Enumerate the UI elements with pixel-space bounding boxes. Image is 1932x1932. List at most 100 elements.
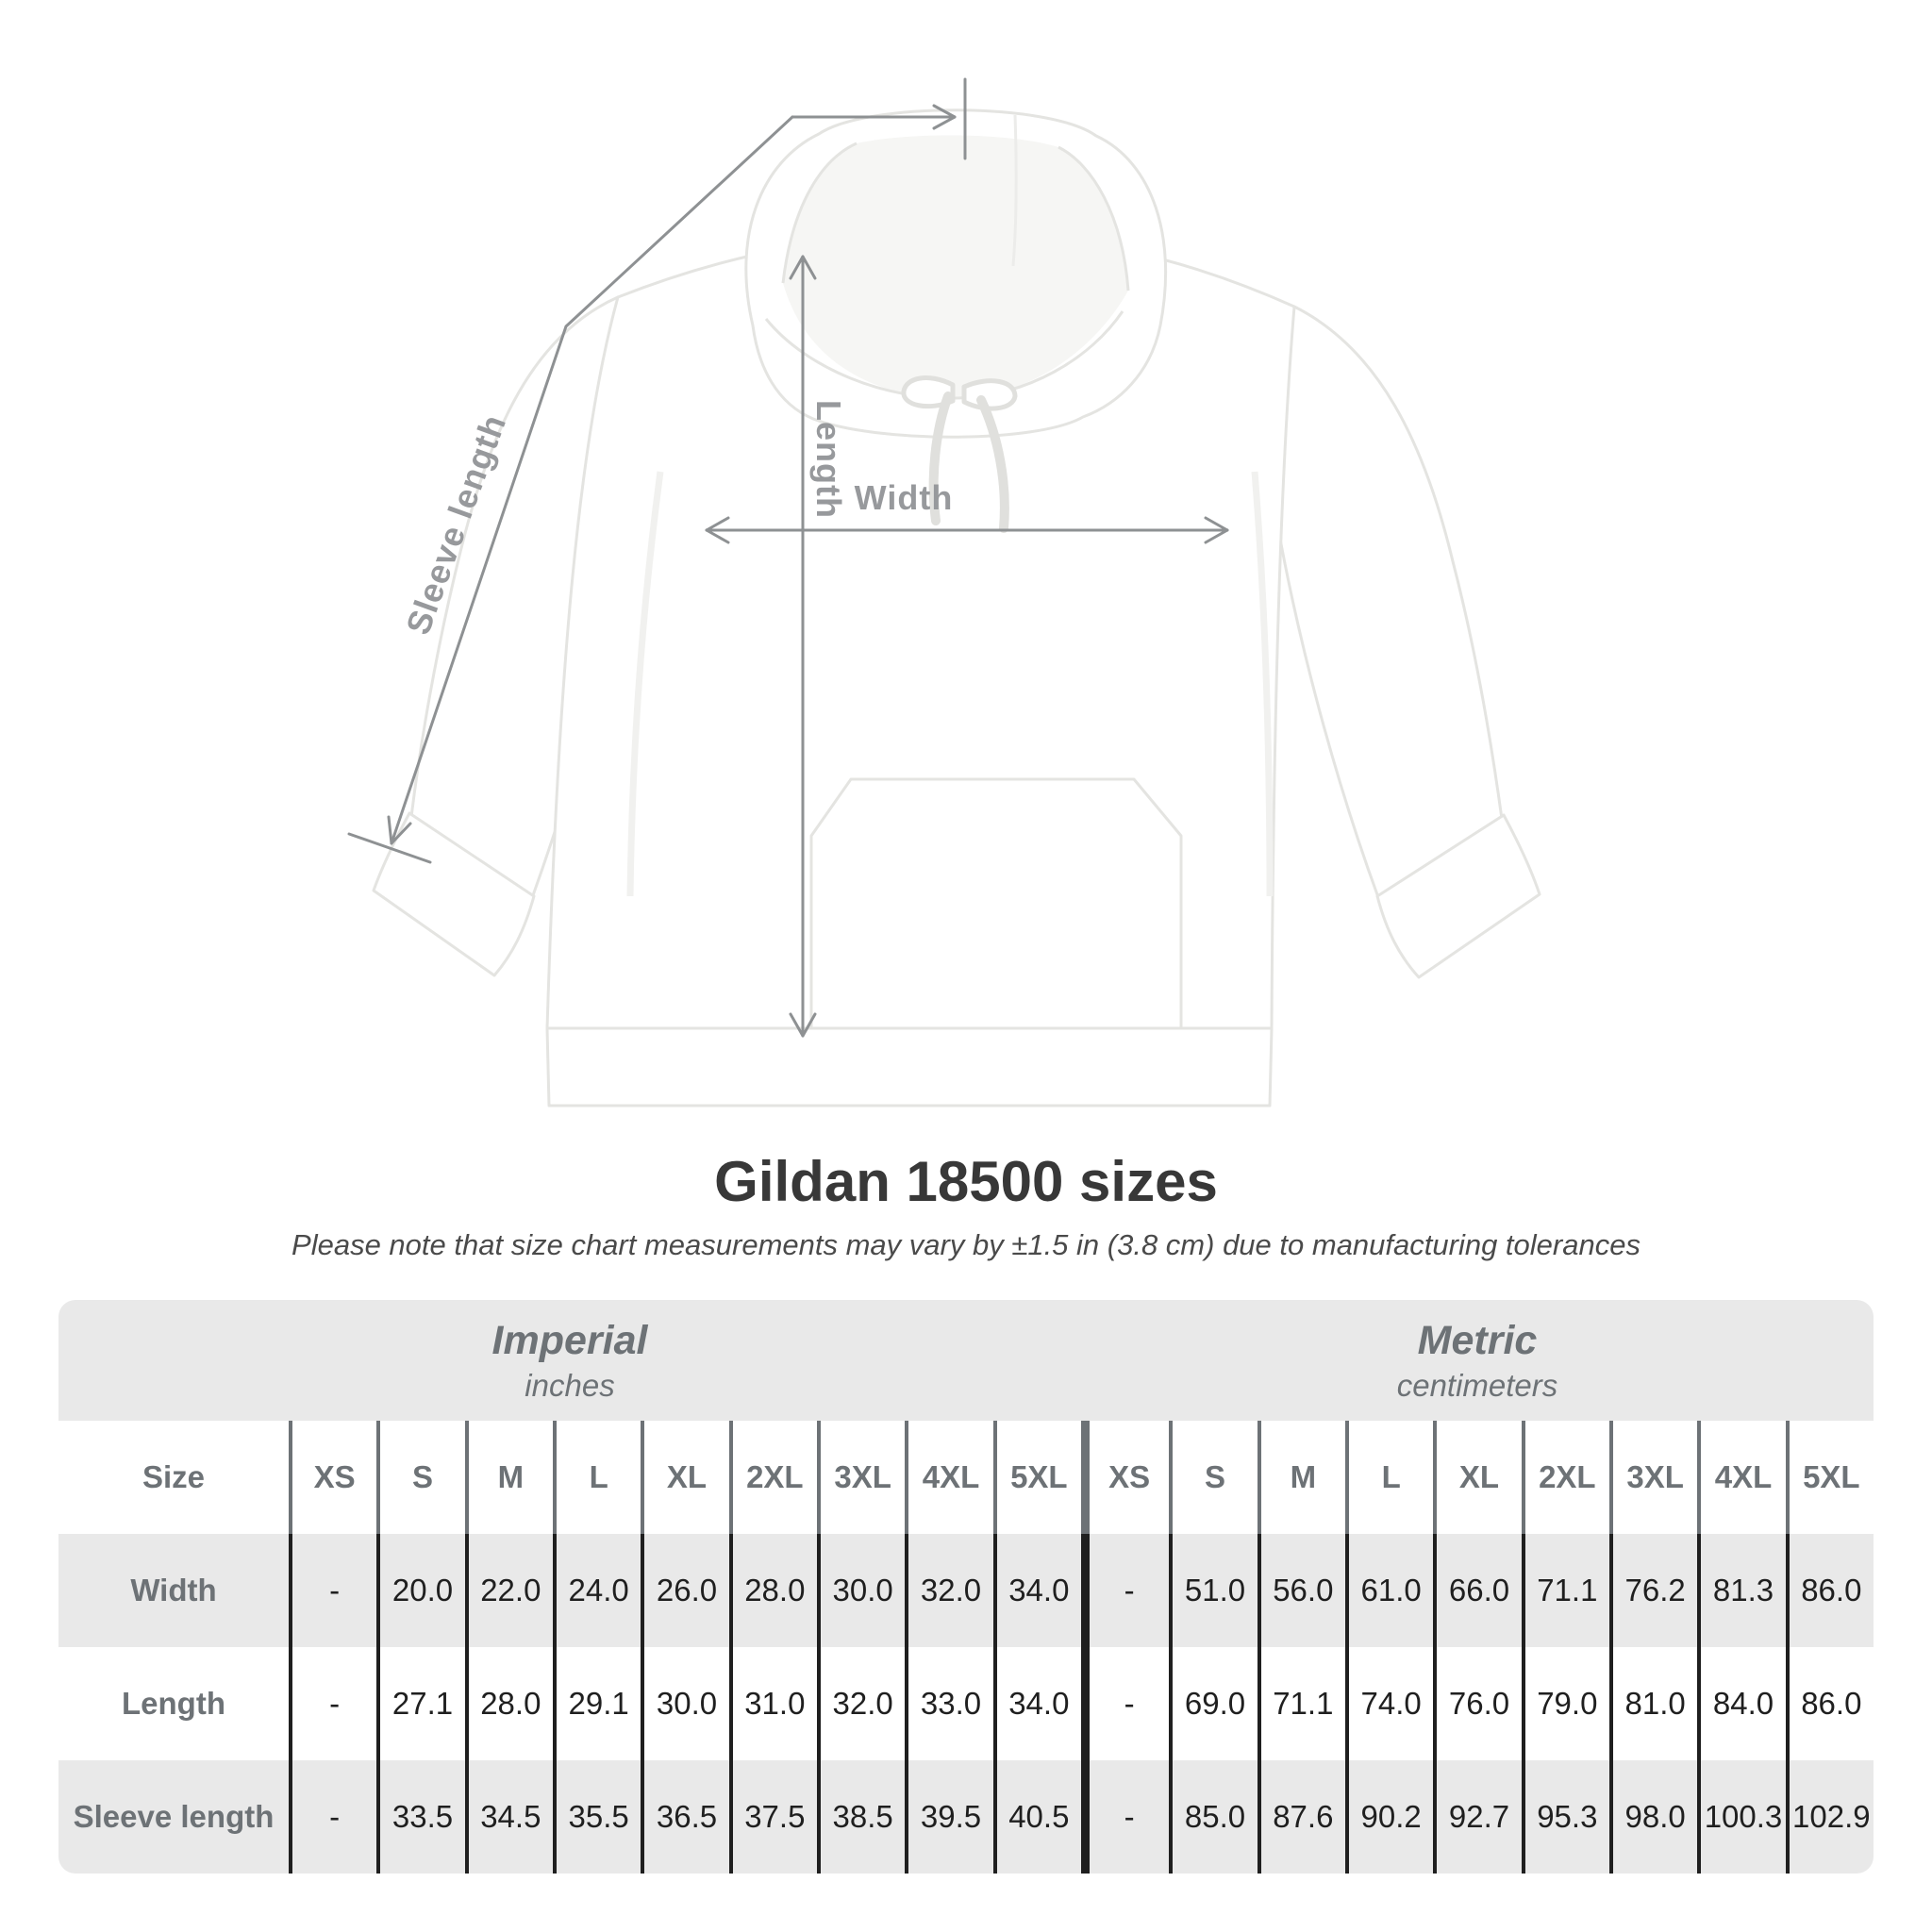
imperial-label: Imperial bbox=[491, 1317, 648, 1363]
size-table-unit-header: Imperial inches Metric centimeters bbox=[58, 1300, 1874, 1421]
table-cell: 102.9 bbox=[1785, 1760, 1874, 1874]
imperial-unit-label: inches bbox=[525, 1367, 615, 1403]
hoodie-illustration bbox=[372, 108, 1541, 1108]
table-cell: 81.3 bbox=[1697, 1534, 1786, 1647]
size-column-header: M bbox=[1257, 1421, 1345, 1534]
table-cell: 85.0 bbox=[1169, 1760, 1257, 1874]
table-cell: 29.1 bbox=[553, 1647, 641, 1760]
metric-unit-label: centimeters bbox=[1396, 1367, 1558, 1403]
width-label: Width bbox=[855, 478, 954, 517]
table-cell: 38.5 bbox=[817, 1760, 906, 1874]
size-column-header: 4XL bbox=[1697, 1421, 1786, 1534]
hoodie-hem-band bbox=[545, 1026, 1274, 1108]
size-column-header: XL bbox=[1433, 1421, 1522, 1534]
table-cell: 92.7 bbox=[1433, 1760, 1522, 1874]
table-cell: 74.0 bbox=[1345, 1647, 1434, 1760]
table-cell: 34.5 bbox=[464, 1760, 553, 1874]
size-column-header: S bbox=[1169, 1421, 1257, 1534]
table-cell: 56.0 bbox=[1257, 1534, 1345, 1647]
hoodie-right-sleeve bbox=[1264, 305, 1504, 902]
size-column-label: Size bbox=[58, 1421, 289, 1534]
table-cell: 71.1 bbox=[1257, 1647, 1345, 1760]
table-cell: - bbox=[1081, 1647, 1170, 1760]
table-cell: 100.3 bbox=[1697, 1760, 1786, 1874]
size-column-header: XL bbox=[641, 1421, 729, 1534]
row-label: Sleeve length bbox=[58, 1760, 289, 1874]
metric-label: Metric bbox=[1417, 1317, 1538, 1363]
table-cell: 20.0 bbox=[376, 1534, 465, 1647]
table-cell: 84.0 bbox=[1697, 1647, 1786, 1760]
size-column-header: L bbox=[1345, 1421, 1434, 1534]
length-label: Length bbox=[809, 400, 848, 519]
table-cell: 34.0 bbox=[992, 1647, 1081, 1760]
table-cell: 66.0 bbox=[1433, 1534, 1522, 1647]
table-cell: 35.5 bbox=[553, 1760, 641, 1874]
table-cell: 24.0 bbox=[553, 1534, 641, 1647]
size-column-header: 3XL bbox=[817, 1421, 906, 1534]
size-column-header: 2XL bbox=[728, 1421, 817, 1534]
hoodie-pocket bbox=[809, 777, 1183, 1030]
table-cell: 79.0 bbox=[1521, 1647, 1609, 1760]
table-cell: 33.0 bbox=[905, 1647, 993, 1760]
table-cell: 37.5 bbox=[728, 1760, 817, 1874]
size-column-header: S bbox=[376, 1421, 465, 1534]
hoodie-drawstrings bbox=[901, 375, 1018, 533]
size-column-header: 4XL bbox=[905, 1421, 993, 1534]
table-cell: 69.0 bbox=[1169, 1647, 1257, 1760]
size-column-header: M bbox=[464, 1421, 553, 1534]
page-subtitle: Please note that size chart measurements… bbox=[291, 1228, 1641, 1261]
table-cell: 32.0 bbox=[817, 1647, 906, 1760]
table-cell: 76.0 bbox=[1433, 1647, 1522, 1760]
table-cell: - bbox=[289, 1647, 377, 1760]
table-cell: 28.0 bbox=[728, 1534, 817, 1647]
table-cell: 31.0 bbox=[728, 1647, 817, 1760]
size-column-header: XS bbox=[289, 1421, 377, 1534]
table-cell: 28.0 bbox=[464, 1647, 553, 1760]
table-cell: - bbox=[289, 1534, 377, 1647]
size-column-header: XS bbox=[1081, 1421, 1170, 1534]
table-cell: 76.2 bbox=[1609, 1534, 1698, 1647]
size-column-header: 5XL bbox=[992, 1421, 1081, 1534]
table-cell: 87.6 bbox=[1257, 1760, 1345, 1874]
table-cell: - bbox=[1081, 1760, 1170, 1874]
table-cell: 51.0 bbox=[1169, 1534, 1257, 1647]
hoodie-right-cuff bbox=[1375, 813, 1541, 979]
table-cell: 39.5 bbox=[905, 1760, 993, 1874]
table-cell: - bbox=[1081, 1534, 1170, 1647]
size-column-header: 5XL bbox=[1785, 1421, 1874, 1534]
unit-header-metric: Metric centimeters bbox=[1081, 1300, 1874, 1421]
table-cell: 34.0 bbox=[992, 1534, 1081, 1647]
table-cell: 22.0 bbox=[464, 1534, 553, 1647]
row-label: Length bbox=[58, 1647, 289, 1760]
sleeve-length-arrow bbox=[347, 77, 967, 864]
table-cell: 26.0 bbox=[641, 1534, 729, 1647]
table-cell: 40.5 bbox=[992, 1760, 1081, 1874]
unit-header-imperial: Imperial inches bbox=[58, 1300, 1081, 1421]
row-label: Width bbox=[58, 1534, 289, 1647]
table-cell: 30.0 bbox=[641, 1647, 729, 1760]
table-cell: 90.2 bbox=[1345, 1760, 1434, 1874]
table-cell: 81.0 bbox=[1609, 1647, 1698, 1760]
size-column-header: 2XL bbox=[1521, 1421, 1609, 1534]
size-column-header: L bbox=[553, 1421, 641, 1534]
length-arrow bbox=[789, 255, 817, 1038]
page-title: Gildan 18500 sizes bbox=[714, 1150, 1218, 1213]
table-cell: 27.1 bbox=[376, 1647, 465, 1760]
table-cell: 86.0 bbox=[1785, 1534, 1874, 1647]
table-cell: 36.5 bbox=[641, 1760, 729, 1874]
table-cell: 71.1 bbox=[1521, 1534, 1609, 1647]
table-cell: 95.3 bbox=[1521, 1760, 1609, 1874]
table-cell: 32.0 bbox=[905, 1534, 993, 1647]
table-cell: 33.5 bbox=[376, 1760, 465, 1874]
hood-interior bbox=[783, 135, 1128, 399]
table-cell: 61.0 bbox=[1345, 1534, 1434, 1647]
table-cell: - bbox=[289, 1760, 377, 1874]
table-cell: 86.0 bbox=[1785, 1647, 1874, 1760]
size-table-body: Size XS S M L XL 2XL 3XL 4XL 5XL XS S M L XL 2XL 3XL 4XL 5… bbox=[58, 1421, 1874, 1874]
size-column-header: 3XL bbox=[1609, 1421, 1698, 1534]
product-diagram: Width Length Sleeve length bbox=[347, 77, 1541, 1108]
width-arrow bbox=[705, 516, 1229, 544]
table-cell: 98.0 bbox=[1609, 1760, 1698, 1874]
table-cell: 30.0 bbox=[817, 1534, 906, 1647]
